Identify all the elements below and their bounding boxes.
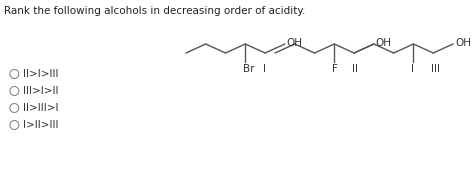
Text: Br: Br [243, 64, 255, 74]
Text: III>I>II: III>I>II [23, 86, 58, 96]
Text: OH: OH [376, 38, 392, 48]
Text: II: II [352, 64, 358, 74]
Text: II>III>I: II>III>I [23, 103, 58, 113]
Text: OH: OH [455, 38, 471, 48]
Text: I: I [263, 64, 266, 74]
Text: OH: OH [287, 38, 303, 48]
Text: III: III [431, 64, 440, 74]
Text: I: I [411, 64, 414, 74]
Text: I>II>III: I>II>III [23, 120, 58, 130]
Text: Rank the following alcohols in decreasing order of acidity.: Rank the following alcohols in decreasin… [4, 6, 305, 16]
Text: F: F [332, 64, 338, 74]
Text: II>I>III: II>I>III [23, 69, 58, 79]
